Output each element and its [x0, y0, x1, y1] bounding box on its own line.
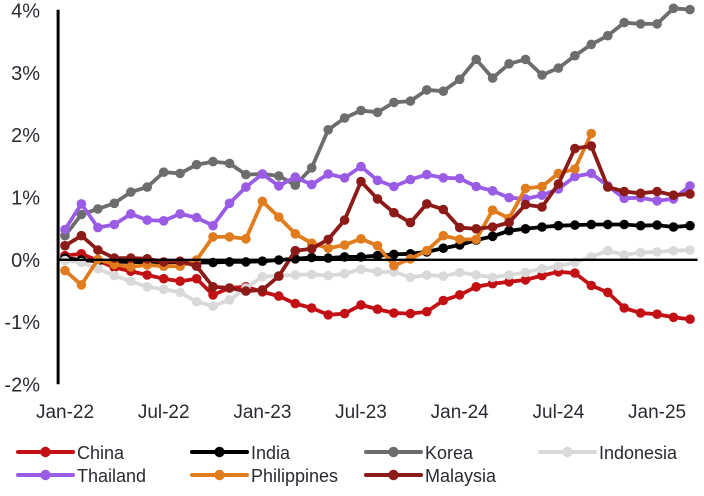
svg-text:Thailand: Thailand [77, 466, 146, 486]
svg-text:Malaysia: Malaysia [425, 466, 497, 486]
svg-text:India: India [251, 443, 291, 463]
svg-text:1%: 1% [11, 188, 40, 210]
svg-text:Jan-22: Jan-22 [36, 402, 94, 423]
svg-text:Jan-25: Jan-25 [628, 402, 686, 423]
svg-text:China: China [77, 443, 125, 463]
svg-text:2%: 2% [11, 125, 40, 147]
svg-text:3%: 3% [11, 63, 40, 85]
svg-text:-1%: -1% [4, 312, 40, 334]
svg-text:Jul-24: Jul-24 [533, 402, 585, 423]
svg-text:Korea: Korea [425, 443, 474, 463]
svg-text:4%: 4% [11, 1, 40, 23]
svg-text:Jan-23: Jan-23 [233, 402, 291, 423]
svg-text:Jul-22: Jul-22 [138, 402, 190, 423]
svg-text:0%: 0% [11, 250, 40, 272]
svg-text:Philippines: Philippines [251, 466, 338, 486]
svg-text:Jul-23: Jul-23 [335, 402, 387, 423]
svg-text:-2%: -2% [4, 374, 40, 396]
svg-text:Jan-24: Jan-24 [431, 402, 490, 423]
svg-text:Indonesia: Indonesia [599, 443, 678, 463]
